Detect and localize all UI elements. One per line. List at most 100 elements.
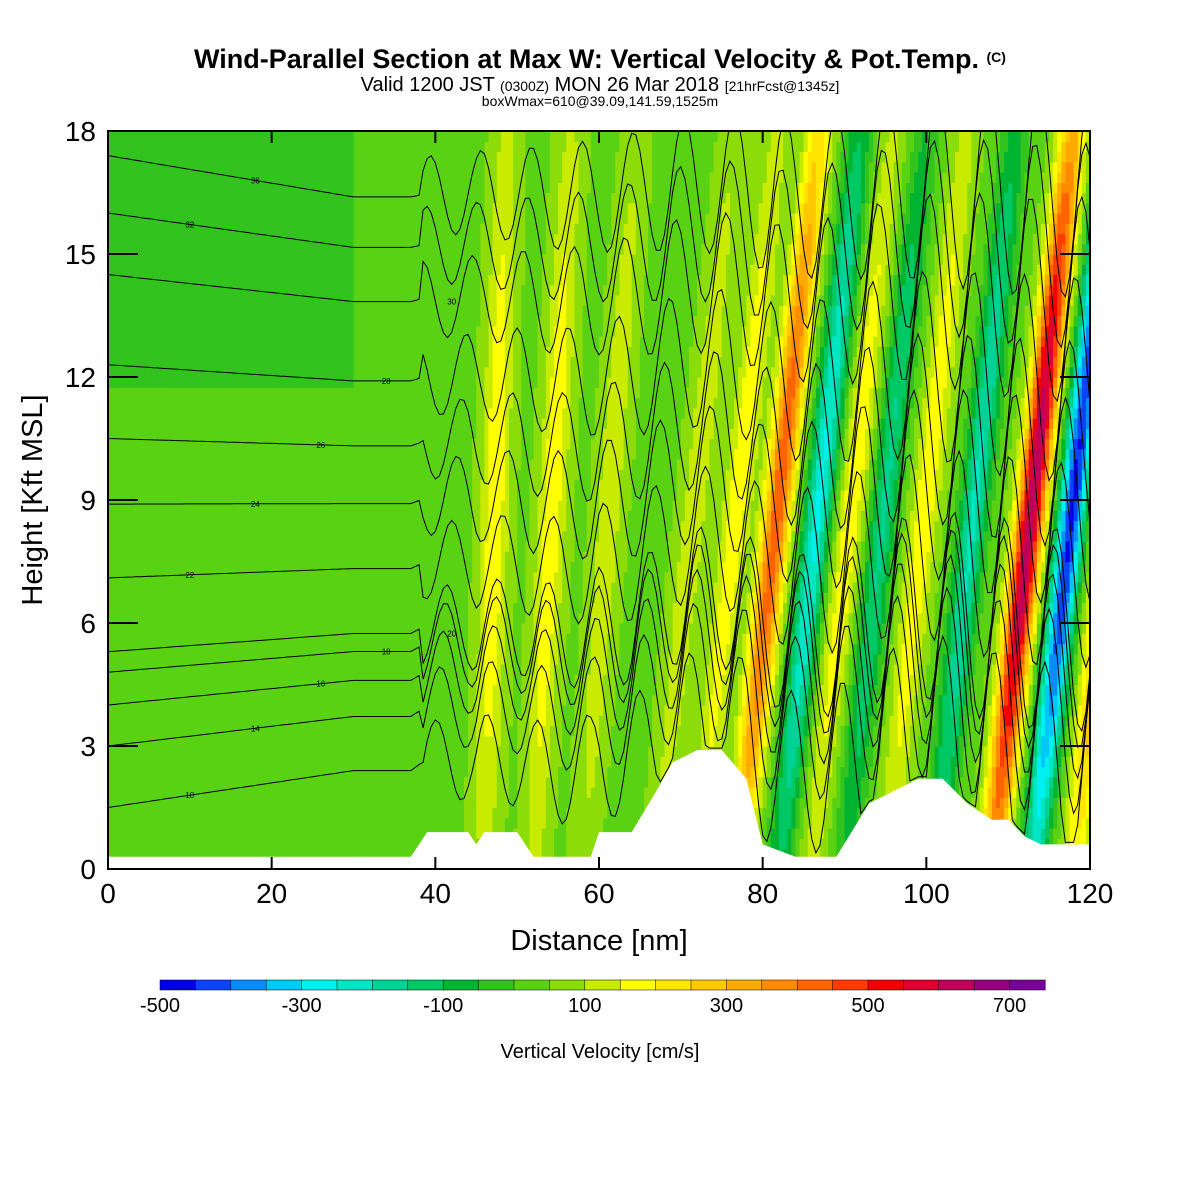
w-cell	[815, 653, 821, 665]
w-cell	[185, 756, 191, 768]
w-cell	[255, 787, 260, 798]
w-cell	[860, 766, 866, 778]
w-cell	[435, 725, 441, 737]
w-cell	[455, 746, 461, 757]
w-cell	[337, 838, 342, 850]
w-cell	[950, 725, 956, 737]
w-cell	[292, 787, 297, 798]
w-cell	[140, 684, 146, 696]
w-cell	[296, 684, 301, 696]
w-cell	[243, 674, 248, 686]
w-cell	[607, 776, 612, 788]
w-cell	[275, 735, 281, 747]
w-cell	[423, 674, 428, 686]
w-cell	[435, 766, 441, 778]
w-cell	[373, 766, 379, 778]
w-cell	[157, 725, 162, 737]
w-cell	[202, 766, 207, 778]
w-cell	[1012, 705, 1017, 716]
w-cell	[864, 776, 870, 788]
w-cell	[398, 735, 404, 747]
w-cell	[333, 684, 338, 696]
w-cell	[828, 797, 833, 809]
w-cell	[337, 705, 342, 716]
w-cell	[995, 715, 1001, 727]
w-cell	[288, 848, 293, 860]
w-cell	[337, 653, 342, 665]
w-cell	[615, 817, 621, 829]
w-cell	[881, 664, 887, 675]
w-cell	[877, 684, 882, 696]
w-cell	[333, 674, 338, 686]
w-cell	[574, 776, 580, 788]
w-cell	[418, 756, 424, 768]
w-cell	[361, 766, 367, 778]
w-cell	[418, 735, 424, 747]
w-cell	[987, 684, 993, 696]
w-cell	[926, 674, 932, 686]
w-cell	[378, 848, 383, 860]
w-cell	[108, 684, 113, 696]
w-cell	[279, 797, 285, 809]
w-cell	[206, 664, 211, 675]
w-cell	[283, 776, 289, 788]
w-cell	[161, 694, 166, 706]
w-cell	[267, 694, 273, 706]
w-cell	[566, 746, 571, 757]
w-cell	[279, 653, 285, 665]
w-cell	[1008, 756, 1013, 768]
w-cell	[435, 715, 441, 727]
w-cell	[234, 664, 240, 675]
w-cell	[836, 776, 842, 788]
w-cell	[443, 776, 449, 788]
w-cell	[504, 787, 510, 798]
w-cell	[402, 684, 408, 696]
w-cell	[202, 838, 207, 850]
w-cell	[959, 725, 964, 737]
w-cell	[112, 797, 117, 809]
w-cell	[779, 715, 784, 727]
w-cell	[905, 776, 911, 788]
w-cell	[480, 725, 486, 737]
w-cell	[447, 817, 453, 829]
w-cell	[255, 725, 260, 737]
w-cell	[513, 776, 518, 788]
w-cell	[754, 807, 760, 819]
w-cell	[922, 725, 927, 737]
w-cell	[173, 684, 179, 696]
w-cell	[214, 848, 220, 860]
w-cell	[607, 705, 612, 716]
w-cell	[341, 776, 346, 788]
w-cell	[799, 817, 805, 829]
w-cell	[378, 797, 383, 809]
w-cell	[946, 705, 952, 716]
w-cell	[590, 715, 596, 727]
w-cell	[750, 715, 756, 727]
w-cell	[689, 715, 694, 727]
w-cell	[959, 766, 964, 778]
w-cell	[214, 797, 220, 809]
w-cell	[574, 766, 580, 778]
w-cell	[108, 694, 113, 706]
w-cell	[967, 746, 972, 757]
w-cell	[431, 684, 436, 696]
w-cell	[144, 848, 150, 860]
w-cell	[476, 746, 481, 757]
w-cell	[112, 828, 117, 839]
w-cell	[562, 807, 567, 819]
w-cell	[537, 653, 543, 665]
w-cell	[406, 787, 412, 798]
w-cell	[721, 684, 727, 696]
w-cell	[365, 838, 371, 850]
w-cell	[770, 664, 776, 675]
w-cell	[120, 838, 125, 850]
w-cell	[382, 725, 387, 737]
w-cell	[517, 725, 522, 737]
w-cell	[1016, 746, 1022, 757]
w-cell	[611, 725, 616, 737]
w-cell	[549, 735, 555, 747]
w-cell	[901, 756, 907, 768]
w-cell	[701, 694, 706, 706]
w-cell	[864, 674, 870, 686]
w-cell	[603, 807, 608, 819]
